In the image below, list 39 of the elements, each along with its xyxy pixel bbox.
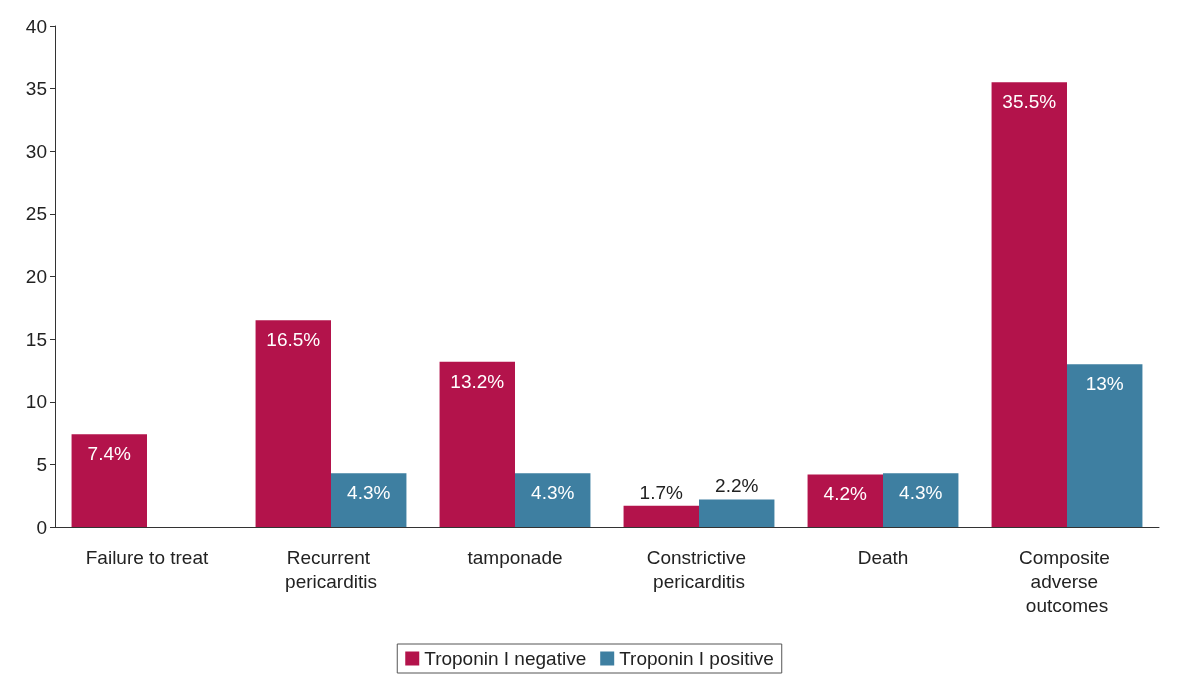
data-label: 35.5% bbox=[1002, 91, 1057, 113]
legend-label: Troponin I positive bbox=[619, 648, 774, 669]
bar bbox=[1067, 364, 1143, 527]
y-tick-label: 40 bbox=[25, 15, 47, 37]
bar bbox=[807, 474, 883, 527]
x-tick-label: Recurrent pericarditis bbox=[285, 546, 377, 592]
x-tick-label: Composite adverse outcomes bbox=[1018, 546, 1116, 616]
x-tick-label: Death bbox=[857, 546, 909, 568]
bar bbox=[699, 499, 775, 527]
data-label: 7.4% bbox=[87, 443, 132, 465]
y-tick-label: 30 bbox=[25, 140, 47, 162]
data-label: 2.2% bbox=[715, 475, 759, 497]
bar bbox=[439, 361, 515, 527]
data-label: 4.3% bbox=[531, 482, 575, 504]
data-label: 13% bbox=[1085, 373, 1124, 395]
bar bbox=[991, 82, 1067, 527]
x-tick-label: Constrictive pericarditis bbox=[646, 546, 752, 592]
y-tick-label: 25 bbox=[25, 203, 47, 225]
bar bbox=[515, 473, 591, 527]
y-tick-label: 35 bbox=[25, 78, 47, 100]
bar bbox=[883, 473, 959, 527]
y-tick-label: 10 bbox=[25, 391, 47, 413]
y-tick-label: 20 bbox=[25, 266, 47, 287]
y-tick-label: 15 bbox=[25, 328, 47, 350]
y-tick-label: 5 bbox=[36, 453, 47, 475]
data-label: 13.2% bbox=[450, 370, 505, 392]
bar bbox=[255, 320, 331, 527]
legend-label: Troponin I negative bbox=[424, 648, 587, 669]
data-label: 4.3% bbox=[899, 482, 943, 504]
bar bbox=[623, 505, 699, 527]
bar bbox=[331, 473, 407, 527]
data-label: 4.3% bbox=[347, 482, 391, 504]
data-label: 1.7% bbox=[639, 481, 684, 503]
data-label: 16.5% bbox=[266, 329, 321, 351]
y-tick-label: 0 bbox=[36, 516, 47, 538]
x-tick-label: tamponade bbox=[467, 546, 563, 568]
data-label: 4.2% bbox=[823, 483, 868, 505]
bar bbox=[71, 434, 147, 527]
x-tick-label: Failure to treat bbox=[85, 546, 209, 568]
